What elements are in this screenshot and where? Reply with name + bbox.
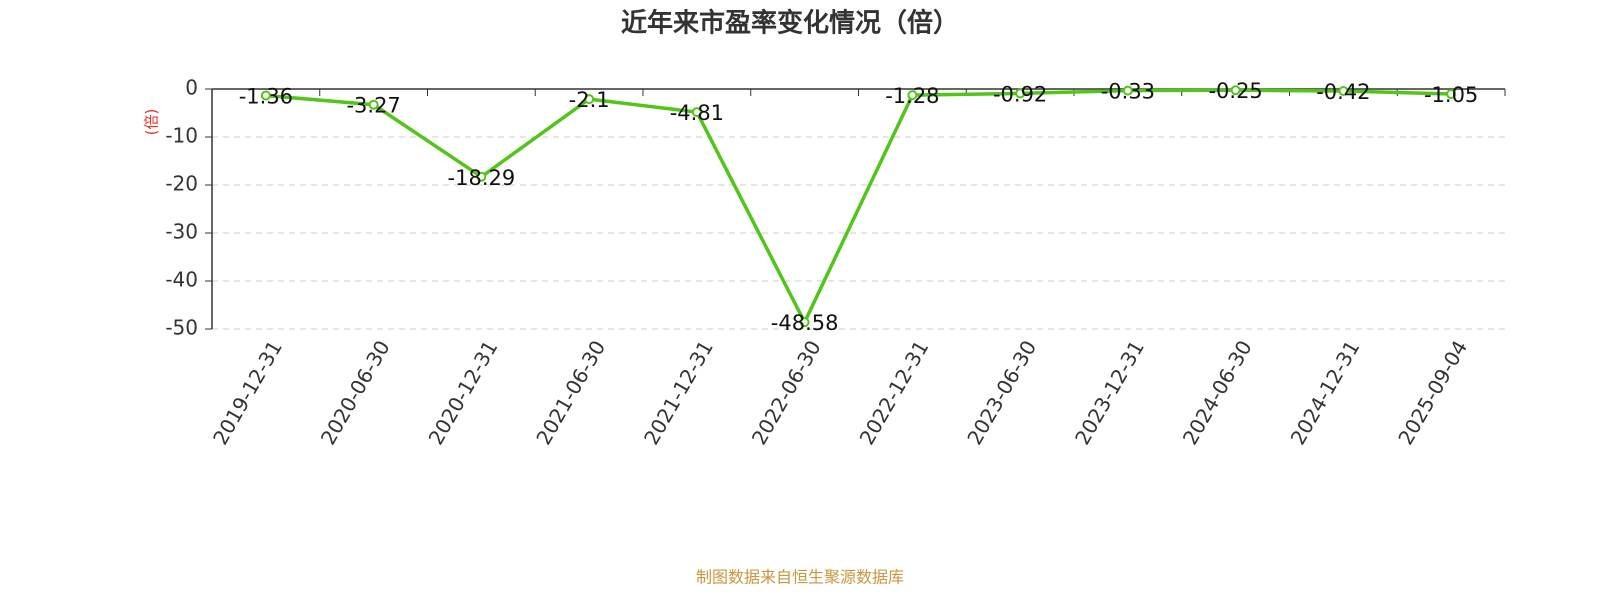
data-label: -18.29 xyxy=(448,166,516,190)
data-label: -2.1 xyxy=(569,88,610,112)
x-tick-label: 2020-12-31 xyxy=(424,336,503,449)
x-tick-label: 2022-12-31 xyxy=(855,336,934,449)
point xyxy=(691,107,702,118)
x-tick-label: 2021-06-30 xyxy=(531,336,610,449)
point xyxy=(368,99,379,110)
point xyxy=(1015,88,1026,99)
data-label: -0.92 xyxy=(993,82,1047,106)
x-tick-label: 2024-06-30 xyxy=(1178,336,1257,449)
x-tick-label: 2023-06-30 xyxy=(962,336,1041,449)
x-tick-label: 2022-06-30 xyxy=(747,336,826,449)
x-tick-label: 2025-09-04 xyxy=(1393,336,1472,449)
point xyxy=(476,171,487,182)
point xyxy=(1230,85,1241,96)
x-tick-label: 2020-06-30 xyxy=(316,336,395,449)
x-tick-label: 2021-12-31 xyxy=(639,336,718,449)
point xyxy=(260,90,271,101)
x-tick-label: 2024-12-31 xyxy=(1286,336,1365,449)
line xyxy=(265,88,1452,327)
data-label: -1.28 xyxy=(885,84,939,108)
x-tick-label: 2019-12-31 xyxy=(208,336,287,449)
data-label: -0.33 xyxy=(1101,80,1155,104)
y-tick-label: 0 xyxy=(185,76,198,100)
point xyxy=(584,94,595,105)
data-label: -1.36 xyxy=(239,85,293,109)
point xyxy=(1122,85,1133,96)
data-label: -3.27 xyxy=(346,94,400,118)
chart-title: 近年来市盈率变化情况（倍） xyxy=(621,8,959,39)
y-tick-label: -10 xyxy=(165,124,198,148)
x-tick-label: 2023-12-31 xyxy=(1070,336,1149,449)
point xyxy=(907,90,918,101)
point xyxy=(799,317,810,328)
y-tick-label: -40 xyxy=(165,268,198,292)
data-label: -0.42 xyxy=(1316,80,1370,104)
source-note: 制图数据来自恒生聚源数据库 xyxy=(696,568,904,587)
point xyxy=(1446,89,1457,100)
y-tick-label: -30 xyxy=(165,220,198,244)
y-tick-label: -20 xyxy=(165,172,198,196)
data-label: -1.05 xyxy=(1424,83,1478,107)
data-label: -48.58 xyxy=(771,311,839,335)
data-label: -0.25 xyxy=(1208,79,1262,103)
y-axis-label: (倍) xyxy=(143,109,161,136)
y-tick-label: -50 xyxy=(165,316,198,340)
data-label: -4.81 xyxy=(670,101,724,125)
point xyxy=(1338,86,1349,97)
